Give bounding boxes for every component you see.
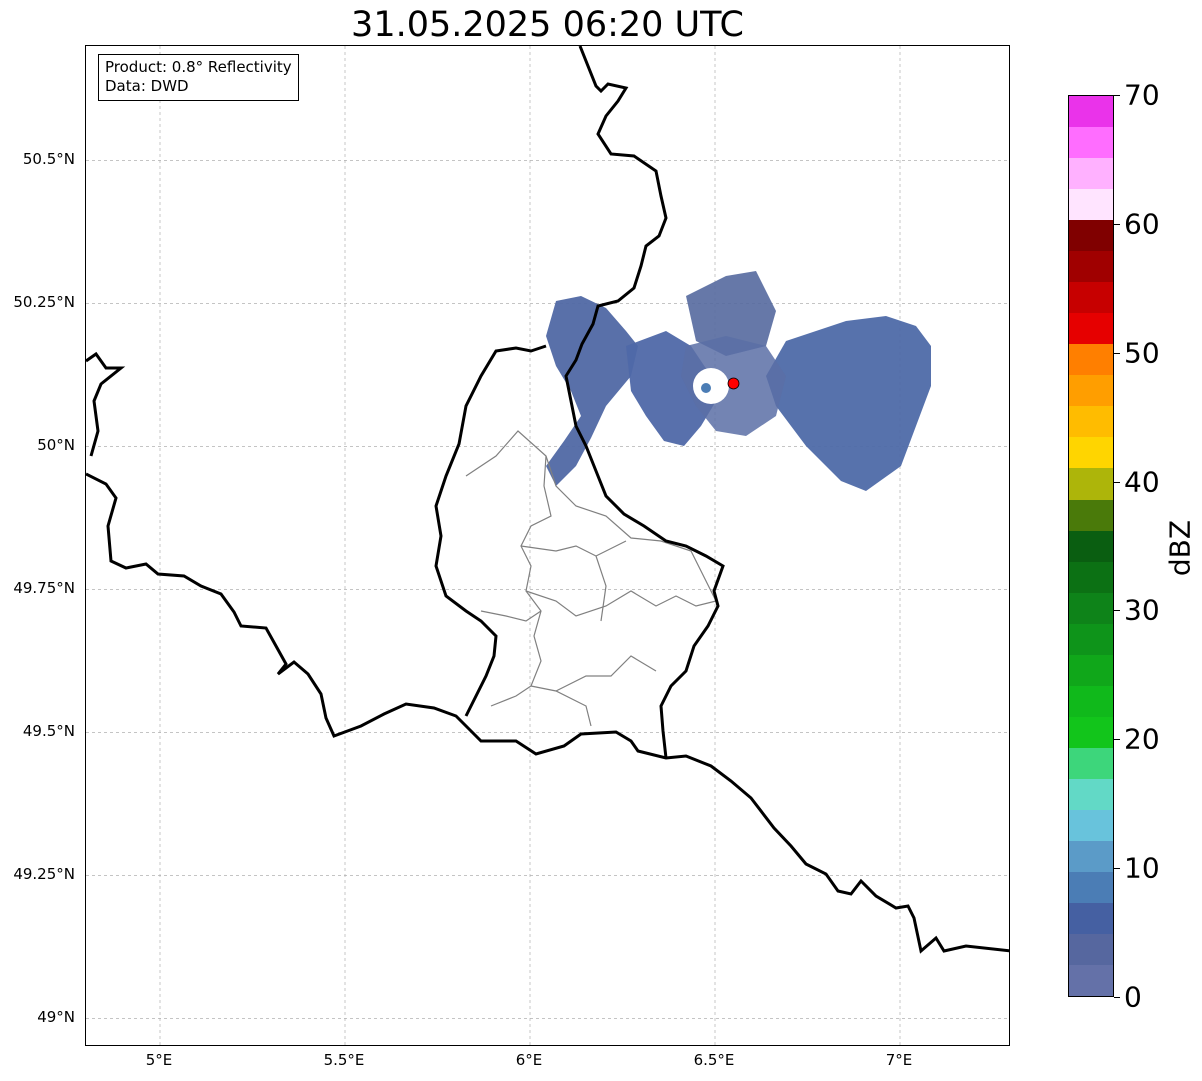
colorbar-tick-label: 20 — [1124, 722, 1160, 756]
radar-site-marker[interactable] — [727, 377, 740, 390]
colorbar-segment — [1069, 468, 1113, 500]
colorbar-segment — [1069, 592, 1113, 624]
border-line-1 — [86, 351, 126, 457]
colorbar-segment — [1069, 189, 1113, 221]
colorbar-segment — [1069, 871, 1113, 903]
longitude-label: 7°E — [885, 1051, 913, 1069]
colorbar-tick — [1114, 352, 1120, 354]
colorbar-tick-label: 0 — [1124, 980, 1142, 1014]
colorbar-segment — [1069, 158, 1113, 190]
map-canvas — [86, 46, 1009, 1045]
info-box: Product: 0.8° Reflectivity Data: DWD — [98, 54, 299, 101]
colorbar-segment — [1069, 933, 1113, 965]
colorbar-tick-label: 40 — [1124, 465, 1160, 499]
district-boundaries — [465, 430, 717, 727]
border-line-2 — [86, 472, 1009, 954]
border-line-4 — [434, 344, 547, 717]
colorbar-segment — [1069, 282, 1113, 314]
colorbar-tick — [1114, 739, 1120, 741]
colorbar-segment — [1069, 778, 1113, 810]
echo-region-west — [546, 296, 638, 486]
colorbar-tick-label: 30 — [1124, 593, 1160, 627]
latitude-label: 49.5°N — [22, 722, 75, 741]
colorbar-segment — [1069, 344, 1113, 376]
latitude-label: 50.5°N — [22, 150, 75, 169]
longitude-label: 5°E — [145, 1051, 173, 1069]
echo-region-north — [686, 271, 776, 356]
colorbar-segment — [1069, 747, 1113, 779]
graticule — [86, 46, 1009, 1045]
latitude-label: 49.75°N — [13, 579, 75, 598]
colorbar-tick — [1114, 95, 1120, 96]
colorbar-segment — [1069, 530, 1113, 562]
colorbar-segment — [1069, 437, 1113, 469]
colorbar-segment — [1069, 840, 1113, 872]
echo-region-east — [766, 316, 931, 491]
echo-gap — [693, 368, 729, 404]
latitude-label: 50°N — [37, 436, 75, 455]
colorbar-segment — [1069, 375, 1113, 407]
map-area[interactable]: Product: 0.8° Reflectivity Data: DWD — [85, 45, 1010, 1046]
colorbar-segment — [1069, 902, 1113, 934]
colorbar-tick — [1114, 223, 1120, 225]
map-title: 31.05.2025 06:20 UTC — [351, 5, 744, 45]
colorbar-tick — [1114, 997, 1120, 998]
latitude-label: 49.25°N — [13, 865, 75, 884]
colorbar-tick — [1114, 481, 1120, 483]
colorbar-label: dBZ — [1163, 519, 1197, 577]
colorbar — [1068, 95, 1114, 997]
colorbar-segment — [1069, 964, 1113, 996]
data-source-text: Data: DWD — [105, 77, 189, 95]
colorbar-segment — [1069, 313, 1113, 345]
border-line-3 — [564, 46, 725, 759]
colorbar-tick-label: 70 — [1124, 78, 1160, 112]
colorbar-segment — [1069, 809, 1113, 841]
colorbar-segment — [1069, 251, 1113, 283]
colorbar-segment — [1069, 220, 1113, 252]
radar-echoes — [546, 271, 931, 491]
echo-cell — [701, 383, 711, 393]
colorbar-segment — [1069, 96, 1113, 128]
country-borders — [86, 46, 1009, 954]
colorbar-tick — [1114, 868, 1120, 870]
colorbar-segment — [1069, 654, 1113, 686]
colorbar-segment — [1069, 716, 1113, 748]
colorbar-segment — [1069, 685, 1113, 717]
latitude-label: 49°N — [37, 1008, 75, 1027]
longitude-label: 6°E — [515, 1051, 543, 1069]
colorbar-segment — [1069, 406, 1113, 438]
colorbar-segment — [1069, 623, 1113, 655]
longitude-label: 5.5°E — [323, 1051, 365, 1069]
colorbar-tick-label: 10 — [1124, 851, 1160, 885]
longitude-label: 6.5°E — [693, 1051, 735, 1069]
colorbar-tick-label: 60 — [1124, 207, 1160, 241]
colorbar-segment — [1069, 499, 1113, 531]
product-text: Product: 0.8° Reflectivity — [105, 58, 292, 76]
colorbar-tick-label: 50 — [1124, 336, 1160, 370]
colorbar-segment — [1069, 561, 1113, 593]
colorbar-tick — [1114, 610, 1120, 612]
colorbar-segment — [1069, 127, 1113, 159]
latitude-label: 50.25°N — [13, 293, 75, 312]
